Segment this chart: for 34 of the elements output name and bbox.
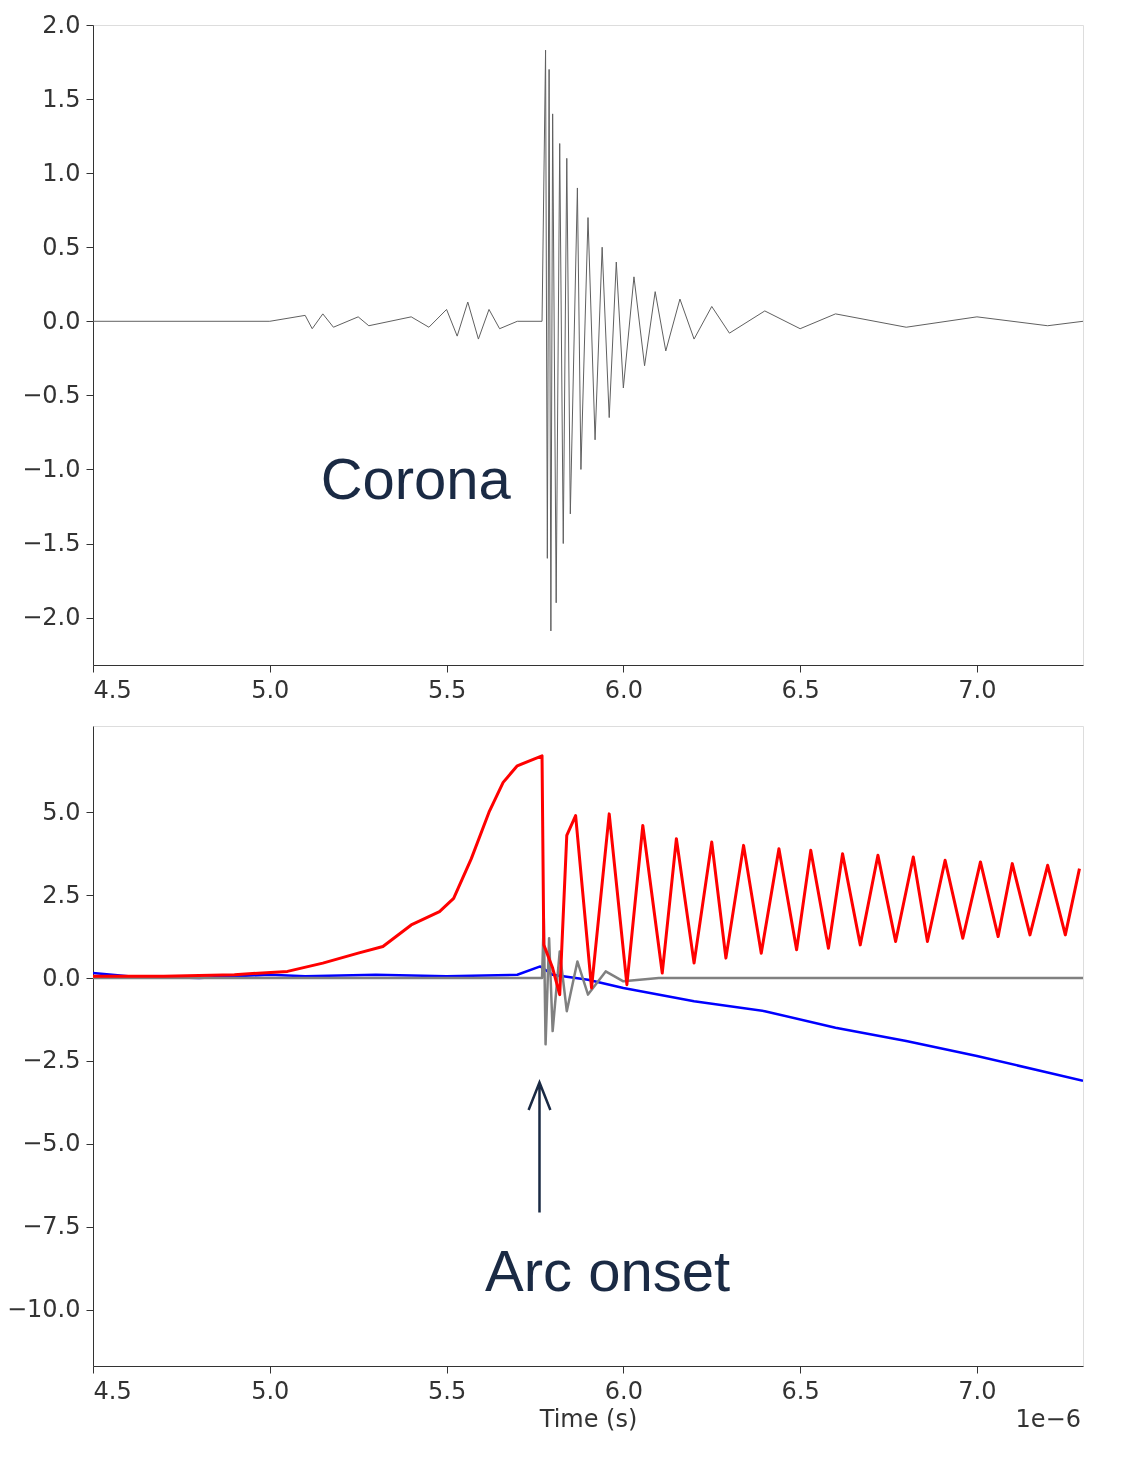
x-tick-label: 4.5 <box>93 1376 132 1405</box>
y-tick-label: 2.5 <box>42 880 81 909</box>
y-tick-label: −5.0 <box>22 1129 81 1158</box>
y-tick-label: 1.0 <box>42 158 81 187</box>
y-tick-label: −1.5 <box>22 529 81 558</box>
y-tick-label: −7.5 <box>22 1212 81 1241</box>
x-tick-label: 6.5 <box>781 1376 820 1405</box>
x-axis-title: Time (s) <box>538 1404 638 1433</box>
line-series <box>93 49 1083 632</box>
y-tick-label: −2.0 <box>22 603 81 632</box>
y-tick-label: −2.5 <box>22 1046 81 1075</box>
x-tick-label: 4.5 <box>93 675 132 704</box>
x-tick-label: 6.0 <box>604 1376 643 1405</box>
y-tick-label: 0.0 <box>42 306 81 335</box>
y-tick-label: −0.5 <box>22 380 81 409</box>
x-tick-label: 7.0 <box>958 675 997 704</box>
x-tick-label: 5.5 <box>427 1376 467 1405</box>
annotation: Arc onset <box>485 1237 731 1303</box>
y-tick-label: 1.5 <box>42 84 81 113</box>
x-tick-label: 5.5 <box>427 675 467 704</box>
y-tick-label: 0.5 <box>42 232 81 261</box>
x-tick-label: 5.0 <box>251 675 290 704</box>
x-tick-label: 5.0 <box>251 1376 290 1405</box>
y-tick-label: −1.0 <box>22 454 81 483</box>
x-tick-label: 6.0 <box>604 675 643 704</box>
text: 1e−6 <box>1015 1405 1081 1433</box>
line-series <box>93 754 1081 997</box>
annotation: Corona <box>320 445 512 511</box>
x-tick-label: 7.0 <box>958 1376 997 1405</box>
y-tick-label: 5.0 <box>42 797 81 826</box>
y-tick-label: −10.0 <box>6 1295 81 1324</box>
y-tick-label: 2.0 <box>42 10 81 39</box>
x-tick-label: 6.5 <box>781 675 820 704</box>
y-tick-label: 0.0 <box>42 963 81 992</box>
